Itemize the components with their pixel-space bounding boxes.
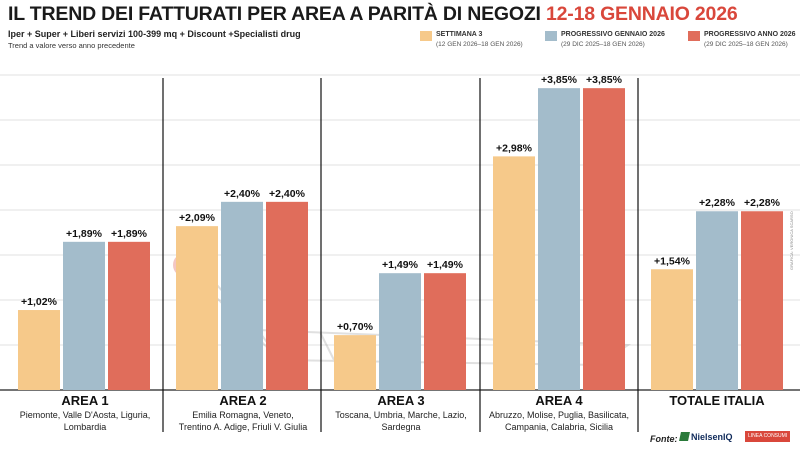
legend-label: SETTIMANA 3	[436, 31, 483, 38]
legend-swatch	[420, 31, 432, 41]
linea-consumi-logo: LINEA CONSUMI	[745, 431, 791, 442]
bar-2-3	[266, 201, 308, 390]
bar-2-2	[221, 201, 263, 390]
legend-swatch	[688, 31, 700, 41]
data-label: +1,02%	[21, 296, 58, 308]
data-label: +2,40%	[224, 188, 261, 200]
data-label: +1,89%	[66, 228, 103, 240]
chart-title: IL TREND DEI FATTURATI PER AREA A PARITÀ…	[8, 3, 738, 26]
data-label: +2,28%	[744, 197, 781, 209]
category-label-totale: TOTALE ITALIA	[669, 393, 765, 408]
legend-swatch	[545, 31, 557, 41]
nielseniq-mark-icon	[679, 432, 690, 441]
bar-3-2	[379, 273, 421, 390]
data-label: +1,49%	[382, 259, 419, 271]
data-labels: +1,02% +1,89% +1,89% +2,09% +2,40% +2,40% +0,7…	[21, 74, 781, 333]
category-regions-area-2: Emilia Romagna, Veneto, Trentino A. Adig…	[178, 410, 308, 432]
data-label: +1,49%	[427, 259, 464, 271]
category-separators	[162, 78, 639, 432]
data-label: +1,54%	[654, 255, 691, 267]
bar-5-2	[696, 211, 738, 390]
category-label-area-4: AREA 4	[535, 393, 583, 408]
graphic-credit: GRAFICA: VERONICA SCARSO	[789, 211, 794, 270]
bar-5-1	[651, 269, 693, 390]
title-period: 12-18 GENNAIO 2026	[545, 3, 738, 25]
bars	[18, 88, 783, 390]
category-label-area-3: AREA 3	[377, 393, 425, 408]
category-regions-area-3: Toscana, Umbria, Marche, Lazio, Sardegna	[335, 410, 467, 432]
bar-4-3	[583, 88, 625, 390]
legend-label: PROGRESSIVO ANNO 2026	[704, 31, 796, 38]
legend-label: PROGRESSIVO GENNAIO 2026	[561, 31, 665, 38]
title-main: IL TREND DEI FATTURATI PER AREA A PARITÀ…	[8, 3, 541, 25]
bar-4-1	[493, 156, 535, 390]
bar-3-3	[424, 273, 466, 390]
category-regions-area-1: Piemonte, Valle D'Aosta, Liguria, Lombar…	[19, 410, 151, 432]
data-label: +2,40%	[269, 188, 306, 200]
category-label-area-2: AREA 2	[219, 393, 267, 408]
data-label: +2,98%	[496, 142, 533, 154]
data-label: +2,09%	[179, 212, 216, 224]
data-label: +3,85%	[541, 74, 578, 86]
data-label: +0,70%	[337, 321, 374, 333]
bar-1-1	[18, 310, 60, 390]
legend-item-settimana: SETTIMANA 3 (12 GEN 2026–18 GEN 2026)	[420, 30, 523, 49]
source-label: Fonte:	[650, 434, 678, 444]
legend-item-progressivo-gennaio: PROGRESSIVO GENNAIO 2026 (29 DIC 2025–18…	[545, 30, 665, 49]
legend-period: (29 DIC 2025–18 GEN 2026)	[704, 41, 788, 48]
category-label-area-1: AREA 1	[61, 393, 109, 408]
bar-2-1	[176, 226, 218, 390]
chart-subtitle: Iper + Super + Liberi servizi 100-399 mq…	[8, 29, 301, 39]
bar-5-3	[741, 211, 783, 390]
nielseniq-logo: NielsenIQ	[679, 432, 733, 442]
legend-period: (29 DIC 2025–18 GEN 2026)	[561, 41, 645, 48]
bar-1-2	[63, 241, 105, 390]
category-regions-area-4: Abruzzo, Molise, Puglia, Basilicata, Cam…	[488, 410, 630, 432]
legend-item-progressivo-anno: PROGRESSIVO ANNO 2026 (29 DIC 2025–18 GE…	[688, 30, 796, 49]
bar-4-2	[538, 88, 580, 390]
data-label: +3,85%	[586, 74, 623, 86]
data-label: +2,28%	[699, 197, 736, 209]
bar-3-1	[334, 335, 376, 390]
data-label: +1,89%	[111, 228, 148, 240]
legend-period: (12 GEN 2026–18 GEN 2026)	[436, 41, 523, 48]
chart-note: Trend a valore verso anno precedente	[8, 41, 135, 50]
bar-1-3	[108, 241, 150, 390]
